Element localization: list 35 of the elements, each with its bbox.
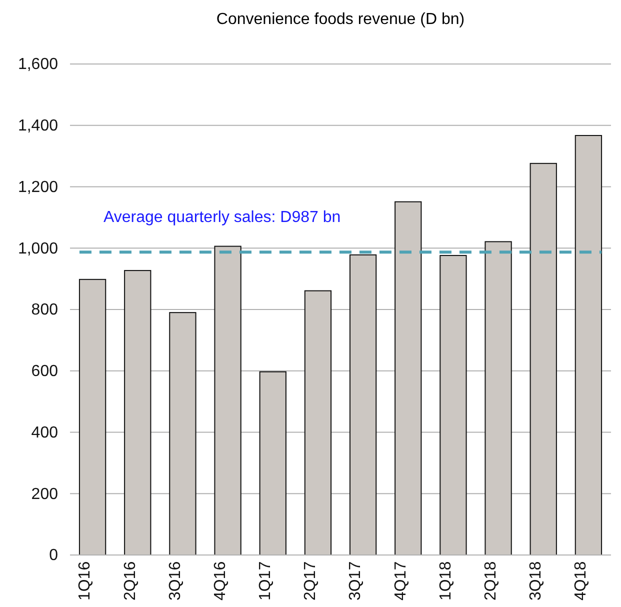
x-tick-label: 2Q18 bbox=[482, 561, 500, 601]
y-tick-label: 400 bbox=[31, 424, 58, 442]
x-tick-label: 3Q17 bbox=[347, 561, 364, 601]
chart-title: Convenience foods revenue (D bn) bbox=[216, 11, 465, 28]
bar bbox=[530, 162, 557, 556]
y-tick-label: 200 bbox=[31, 486, 58, 503]
bar bbox=[440, 254, 467, 556]
ref-line-label: Average quarterly sales: D987 bn bbox=[103, 209, 341, 226]
bar bbox=[259, 371, 286, 556]
x-tick-label: 1Q18 bbox=[437, 561, 454, 601]
bar bbox=[78, 278, 106, 556]
y-tick-label: 1,000 bbox=[18, 240, 58, 258]
x-tick-label: 2Q16 bbox=[122, 561, 139, 601]
bar bbox=[394, 201, 422, 556]
y-tick-label: 0 bbox=[49, 547, 58, 564]
y-tick-label: 1,200 bbox=[18, 178, 58, 196]
x-tick-label: 4Q18 bbox=[572, 561, 590, 601]
x-tick-label: 4Q17 bbox=[392, 561, 410, 601]
y-tick-label: 600 bbox=[31, 362, 58, 380]
x-tick-label: 2Q17 bbox=[302, 561, 320, 601]
y-tick-label: 1,400 bbox=[18, 117, 58, 134]
x-tick-label: 1Q17 bbox=[257, 561, 274, 601]
bar bbox=[349, 254, 377, 556]
y-tick-label: 800 bbox=[31, 302, 58, 319]
x-tick-label: 3Q16 bbox=[166, 561, 184, 601]
bar bbox=[304, 290, 332, 556]
bar bbox=[124, 270, 152, 556]
bar bbox=[574, 135, 602, 556]
y-tick-label: 1,600 bbox=[18, 56, 58, 74]
x-tick-label: 1Q16 bbox=[76, 561, 94, 601]
x-tick-label: 4Q16 bbox=[212, 561, 229, 601]
x-tick-label: 3Q18 bbox=[528, 561, 545, 601]
bar bbox=[484, 241, 512, 556]
bar bbox=[214, 246, 242, 556]
bar bbox=[169, 312, 196, 556]
